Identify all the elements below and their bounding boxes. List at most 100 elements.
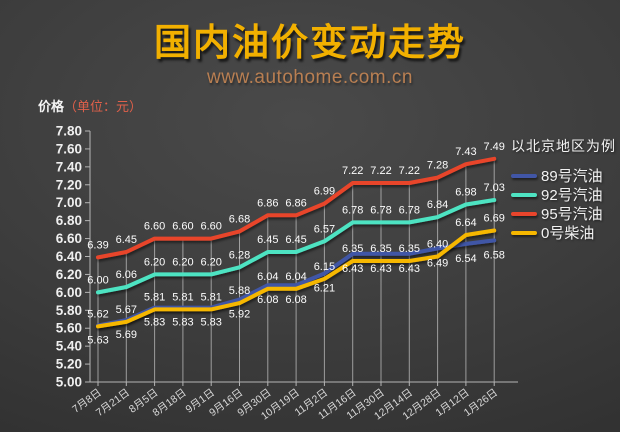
- value-label: 6.45: [285, 234, 306, 246]
- value-label: 6.28: [229, 249, 250, 261]
- value-label: 6.40: [427, 239, 448, 251]
- value-label: 6.45: [116, 234, 137, 246]
- y-tick-label: 6.40: [56, 249, 82, 264]
- value-label: 6.60: [144, 221, 165, 233]
- value-label: 6.20: [200, 256, 221, 268]
- value-label: 6.43: [399, 263, 420, 275]
- x-axis: 7月8日7月21日8月5日8月18日9月1日9月16日9月30日10月19日11…: [70, 381, 518, 423]
- page-title: 国内油价变动走势: [154, 22, 466, 63]
- value-label: 6.78: [370, 204, 391, 216]
- header: 国内油价变动走势 www.autohome.com.cn: [0, 12, 620, 89]
- legend-item-label: 0号柴油: [541, 225, 595, 242]
- legend-swatch: [511, 173, 537, 178]
- value-label: 7.43: [455, 146, 476, 158]
- y-tick-label: 6.80: [56, 213, 82, 228]
- legend-item-1: 92号汽油: [511, 185, 616, 204]
- value-label: 6.68: [229, 213, 250, 225]
- value-label: 6.45: [257, 234, 278, 246]
- legend-item-label: 92号汽油: [541, 187, 603, 204]
- value-label: 6.04: [257, 271, 278, 283]
- value-label: 6.69: [483, 213, 504, 225]
- series-line-3: [96, 228, 497, 329]
- y-tick-label: 5.00: [56, 375, 82, 390]
- value-label: 5.62: [87, 308, 108, 320]
- value-label: 5.69: [116, 329, 137, 341]
- y-tick-label: 7.40: [56, 159, 82, 174]
- value-label: 6.60: [172, 221, 193, 233]
- legend-title: 以北京地区为例: [511, 138, 616, 154]
- chart-legend: 以北京地区为例 89号汽油 92号汽油 95号汽油 0号柴油: [511, 136, 616, 242]
- value-labels-1: 6.00 6.06 6.20 6.20 6.20 6.28 6.45 6.45 6.57 6.78…: [87, 182, 505, 286]
- value-label: 6.20: [172, 256, 193, 268]
- y-tick-label: 5.20: [56, 357, 82, 372]
- value-label: 6.84: [427, 199, 448, 211]
- legend-item-2: 95号汽油: [511, 204, 616, 223]
- value-labels-2: 6.39 6.45 6.60 6.60 6.60 6.68 6.86 6.86 6.99 7.22…: [87, 141, 505, 252]
- value-label: 6.08: [257, 294, 278, 306]
- value-label: 6.43: [370, 263, 391, 275]
- y-tick-label: 7.20: [56, 177, 82, 192]
- value-label: 5.81: [144, 291, 165, 303]
- value-label: 7.03: [483, 182, 504, 194]
- legend-item-0: 89号汽油: [511, 166, 616, 185]
- value-labels-0: 5.63 5.69 5.83 5.83 5.83 5.92 6.08 6.08 6.21 6.43…: [87, 249, 505, 346]
- value-label: 6.00: [87, 274, 108, 286]
- value-label: 5.81: [172, 291, 193, 303]
- value-label: 7.49: [483, 141, 504, 153]
- value-label: 6.86: [257, 197, 278, 209]
- value-label: 7.22: [342, 165, 363, 177]
- value-label: 5.83: [200, 317, 221, 329]
- value-label: 5.88: [229, 285, 250, 297]
- legend-swatch: [511, 230, 537, 235]
- value-labels-3: 5.62 5.67 5.81 5.81 5.81 5.88 6.04 6.04 6.15 6.35…: [87, 213, 505, 321]
- value-label: 6.21: [314, 283, 335, 295]
- page-subtitle: www.autohome.com.cn: [207, 67, 413, 88]
- value-label: 6.35: [370, 243, 391, 255]
- value-label: 5.83: [172, 317, 193, 329]
- y-tick-label: 5.60: [56, 321, 82, 336]
- value-label: 6.98: [455, 187, 476, 199]
- y-tick-label: 7.80: [56, 124, 82, 139]
- legend-item-label: 89号汽油: [541, 168, 603, 185]
- y-tick-label: 5.40: [56, 339, 82, 354]
- legend-items: 89号汽油 92号汽油 95号汽油 0号柴油: [511, 166, 616, 242]
- value-label: 6.06: [116, 269, 137, 281]
- value-label: 7.22: [370, 165, 391, 177]
- y-tick-label: 5.80: [56, 303, 82, 318]
- y-axis-title: 价格（单位：元）: [38, 96, 142, 115]
- value-label: 7.22: [399, 165, 420, 177]
- value-label: 6.35: [399, 243, 420, 255]
- legend-swatch: [511, 192, 537, 197]
- value-label: 6.08: [285, 294, 306, 306]
- value-label: 6.04: [285, 271, 306, 283]
- value-label: 6.58: [483, 249, 504, 261]
- value-label: 5.81: [200, 291, 221, 303]
- y-axis-unit-text: （单位：元）: [64, 99, 143, 114]
- value-label: 5.92: [229, 309, 250, 321]
- legend-swatch: [511, 211, 537, 216]
- series-line-1: [96, 198, 497, 295]
- value-label: 6.78: [399, 204, 420, 216]
- value-label: 6.49: [427, 257, 448, 269]
- value-label: 6.57: [314, 223, 335, 235]
- value-label: 6.86: [285, 197, 306, 209]
- legend-item-label: 95号汽油: [541, 206, 603, 223]
- legend-item-3: 0号柴油: [511, 223, 616, 242]
- value-label: 7.28: [427, 160, 448, 172]
- value-label: 5.83: [144, 317, 165, 329]
- series-line-2: [96, 156, 497, 260]
- y-axis: 5.00 5.20 5.40 5.60 5.80 6.00 6.20 6.40 6.60 6.80…: [56, 124, 91, 390]
- y-tick-label: 6.00: [56, 285, 82, 300]
- y-tick-label: 7.00: [56, 195, 82, 210]
- y-tick-label: 7.60: [56, 141, 82, 156]
- value-label: 6.99: [314, 186, 335, 198]
- value-label: 6.43: [342, 263, 363, 275]
- value-label: 6.78: [342, 204, 363, 216]
- y-tick-label: 6.60: [56, 231, 82, 246]
- value-label: 6.64: [455, 217, 476, 229]
- value-label: 5.63: [87, 335, 108, 347]
- value-label: 6.60: [200, 221, 221, 233]
- value-label: 6.54: [455, 253, 476, 265]
